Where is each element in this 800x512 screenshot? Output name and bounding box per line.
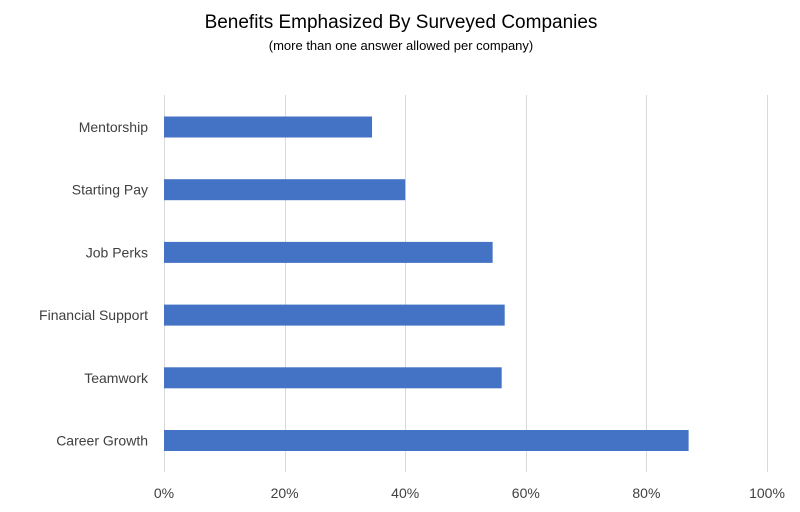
bar (164, 179, 406, 201)
x-tick-label: 80% (632, 485, 660, 501)
category-label: Starting Pay (72, 182, 148, 198)
bar (164, 304, 505, 326)
grid-lines (164, 95, 768, 472)
bar (164, 367, 502, 389)
chart-title: Benefits Emphasized By Surveyed Companie… (205, 12, 598, 33)
x-tick-label: 100% (749, 485, 785, 501)
x-tick-label: 60% (512, 485, 540, 501)
bars (164, 116, 689, 451)
x-tick-label: 20% (271, 485, 299, 501)
x-tick-labels: 0% 20% 40% 60% 80% 100% (154, 485, 785, 501)
category-label: Job Perks (86, 244, 148, 260)
bar (164, 430, 689, 451)
category-label: Teamwork (84, 370, 149, 386)
category-label: Mentorship (79, 119, 148, 135)
chart-subtitle: (more than one answer allowed per compan… (269, 38, 533, 53)
x-tick-label: 0% (154, 485, 174, 501)
category-labels: Mentorship Starting Pay Job Perks Financial… (39, 119, 149, 449)
bar (164, 241, 493, 263)
x-tick-label: 40% (391, 485, 419, 501)
bar (164, 116, 373, 138)
category-label: Career Growth (56, 433, 148, 449)
category-label: Financial Support (39, 307, 148, 323)
